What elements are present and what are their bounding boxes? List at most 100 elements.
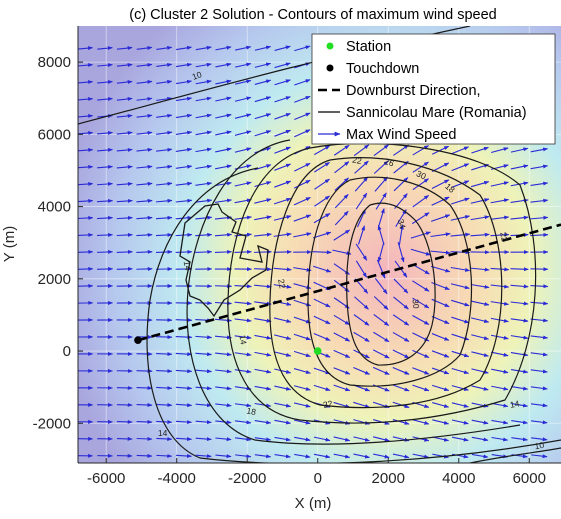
- y-axis-label: Y (m): [1, 226, 18, 262]
- wind-arrow-431: [412, 349, 430, 359]
- legend-box: [311, 33, 556, 145]
- wind-arrow-443: [412, 145, 430, 156]
- wind-arrow-463: [430, 232, 451, 238]
- wind-arrow-543: [491, 147, 509, 154]
- wind-arrow-125: [176, 454, 192, 458]
- wind-arrow-328: [333, 401, 351, 408]
- wind-arrow-357: [353, 331, 370, 343]
- wind-arrow-300: [313, 453, 331, 459]
- wind-arrow-280: [293, 368, 311, 374]
- wind-arrow-406: [392, 349, 410, 359]
- wind-arrow-44: [97, 131, 113, 135]
- contour-label-3: 18: [246, 406, 257, 418]
- wind-arrow-195: [215, 113, 232, 119]
- wind-arrow-462: [430, 250, 451, 255]
- wind-arrow-272: [274, 79, 291, 86]
- wind-arrow-450: [432, 453, 449, 459]
- wind-arrow-402: [392, 419, 410, 425]
- wind-arrow-219: [234, 130, 252, 136]
- x-tick-label-6: 6000: [513, 470, 546, 487]
- wind-arrow-190: [214, 198, 232, 203]
- wind-arrow-266: [274, 180, 292, 188]
- wind-arrow-224: [235, 45, 252, 51]
- wind-arrow-492: [451, 163, 470, 172]
- wind-arrow-326: [333, 436, 351, 442]
- wind-arrow-65: [116, 198, 133, 203]
- wind-arrow-141: [175, 181, 193, 186]
- wind-arrow-387: [377, 242, 385, 263]
- wind-arrow-541: [490, 181, 509, 187]
- wind-arrow-290: [293, 196, 311, 206]
- wind-arrow-230: [254, 368, 272, 374]
- wind-arrow-527: [491, 419, 509, 425]
- wind-arrow-153: [195, 403, 212, 408]
- wind-arrow-358: [353, 314, 370, 326]
- wind-arrow-173: [195, 62, 212, 68]
- wind-arrow-343: [333, 144, 350, 156]
- contour-14: [146, 167, 561, 463]
- legend-arrow-label: Max Wind Speed: [346, 127, 456, 143]
- y-tick-label-4: 6000: [38, 126, 71, 143]
- wind-arrow-113: [156, 232, 173, 237]
- wind-arrow-567: [510, 164, 529, 170]
- wind-arrow-502: [471, 419, 489, 425]
- contour-30: [307, 176, 473, 387]
- contour-label-0: 10: [191, 69, 204, 82]
- contour-label-14: 14: [509, 398, 520, 410]
- wind-arrow-74: [116, 46, 133, 51]
- wind-arrow-531: [491, 351, 509, 357]
- contour-label-6: 26: [383, 156, 396, 169]
- wind-arrow-258: [273, 317, 292, 323]
- wind-arrow-168: [195, 147, 212, 153]
- wind-arrow-119: [156, 130, 173, 135]
- wind-arrow-80: [136, 369, 153, 373]
- contour-label-15: 10: [534, 440, 545, 452]
- wind-arrow-268: [274, 146, 291, 154]
- wind-arrow-391: [374, 176, 388, 192]
- wind-arrow-151: [195, 437, 212, 442]
- wind-arrow-311: [313, 265, 332, 273]
- wind-arrow-325: [333, 453, 351, 459]
- wind-arrow-427: [412, 419, 430, 425]
- wind-arrow-390: [375, 192, 387, 210]
- wind-arrow-202: [234, 420, 252, 425]
- wind-arrow-468: [431, 145, 450, 155]
- wind-arrow-508: [471, 317, 490, 323]
- wind-arrow-176: [215, 437, 232, 442]
- wind-arrow-122: [156, 79, 173, 84]
- wind-arrow-418: [393, 144, 409, 156]
- wind-arrow-510: [470, 283, 490, 289]
- wind-arrow-404: [392, 384, 410, 392]
- wind-arrow-92: [136, 164, 153, 169]
- wind-arrow-229: [254, 385, 272, 391]
- wind-arrow-89: [136, 215, 153, 220]
- wind-arrow-478: [451, 402, 469, 408]
- wind-arrow-197: [215, 79, 232, 85]
- wind-arrow-536: [490, 267, 510, 272]
- wind-arrow-241: [254, 181, 272, 188]
- wind-arrow-484: [451, 299, 470, 307]
- wind-arrow-42: [97, 164, 113, 169]
- wind-arrow-535: [490, 284, 510, 289]
- wind-arrow-233: [254, 317, 272, 323]
- wind-arrow-167: [195, 164, 213, 170]
- wind-arrow-312: [312, 250, 332, 255]
- wind-arrow-162: [195, 249, 213, 254]
- wind-arrow-175: [215, 454, 232, 459]
- wind-arrow-261: [273, 267, 292, 272]
- y-tick-label-5: 8000: [38, 54, 71, 71]
- x-tick-label-4: 2000: [372, 470, 405, 487]
- wind-arrow-515: [470, 198, 490, 204]
- wind-arrow-576: [531, 437, 548, 442]
- wind-arrow-412: [397, 242, 405, 263]
- wind-arrow-317: [314, 161, 330, 173]
- wind-arrow-580: [530, 369, 548, 374]
- legend-direction-label: Downburst Direction,: [346, 83, 481, 99]
- wind-arrow-539: [490, 215, 510, 220]
- wind-arrow-157: [195, 335, 213, 340]
- wind-arrow-454: [431, 384, 450, 392]
- wind-arrow-504: [471, 385, 489, 391]
- wind-arrow-330: [333, 367, 351, 375]
- wind-arrow-489: [450, 215, 470, 221]
